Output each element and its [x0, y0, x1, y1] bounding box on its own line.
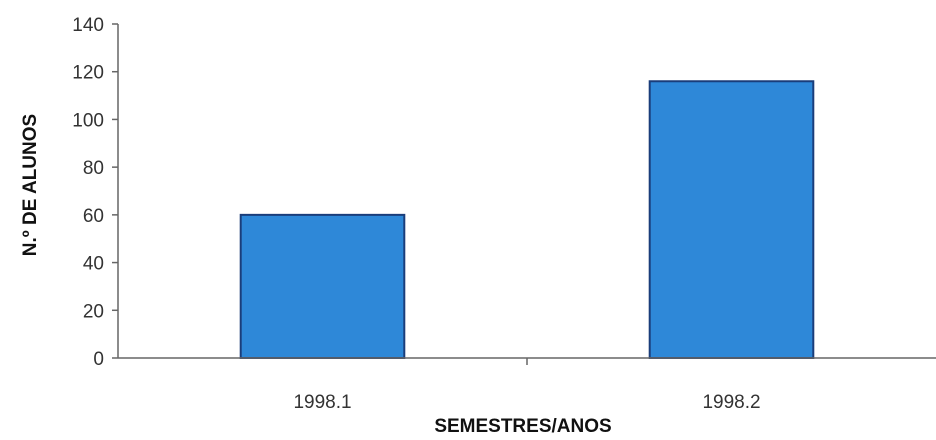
bar-1998.1 [239, 213, 406, 359]
y-axis-ticks: 0 20 40 60 80 100 120 140 [72, 15, 118, 370]
x-tick-label: 1998.1 [293, 392, 351, 413]
y-axis-title: N.º DE ALUNOS [20, 114, 41, 256]
x-tick-label: 1998.2 [702, 392, 760, 413]
y-tick-label: 140 [72, 15, 104, 36]
y-tick-label: 120 [72, 63, 104, 84]
bar-1998.2 [648, 80, 815, 359]
y-tick-label: 80 [83, 158, 104, 179]
x-axis-ticks: 1998.1 1998.2 [293, 358, 761, 413]
y-tick-label: 0 [93, 349, 104, 370]
y-tick-label: 60 [83, 206, 104, 227]
y-tick-label: 20 [83, 301, 104, 322]
x-axis-title: SEMESTRES/ANOS [434, 416, 611, 435]
y-tick-label: 40 [83, 254, 104, 275]
bars-group [239, 80, 815, 359]
y-tick-label: 100 [72, 110, 104, 131]
